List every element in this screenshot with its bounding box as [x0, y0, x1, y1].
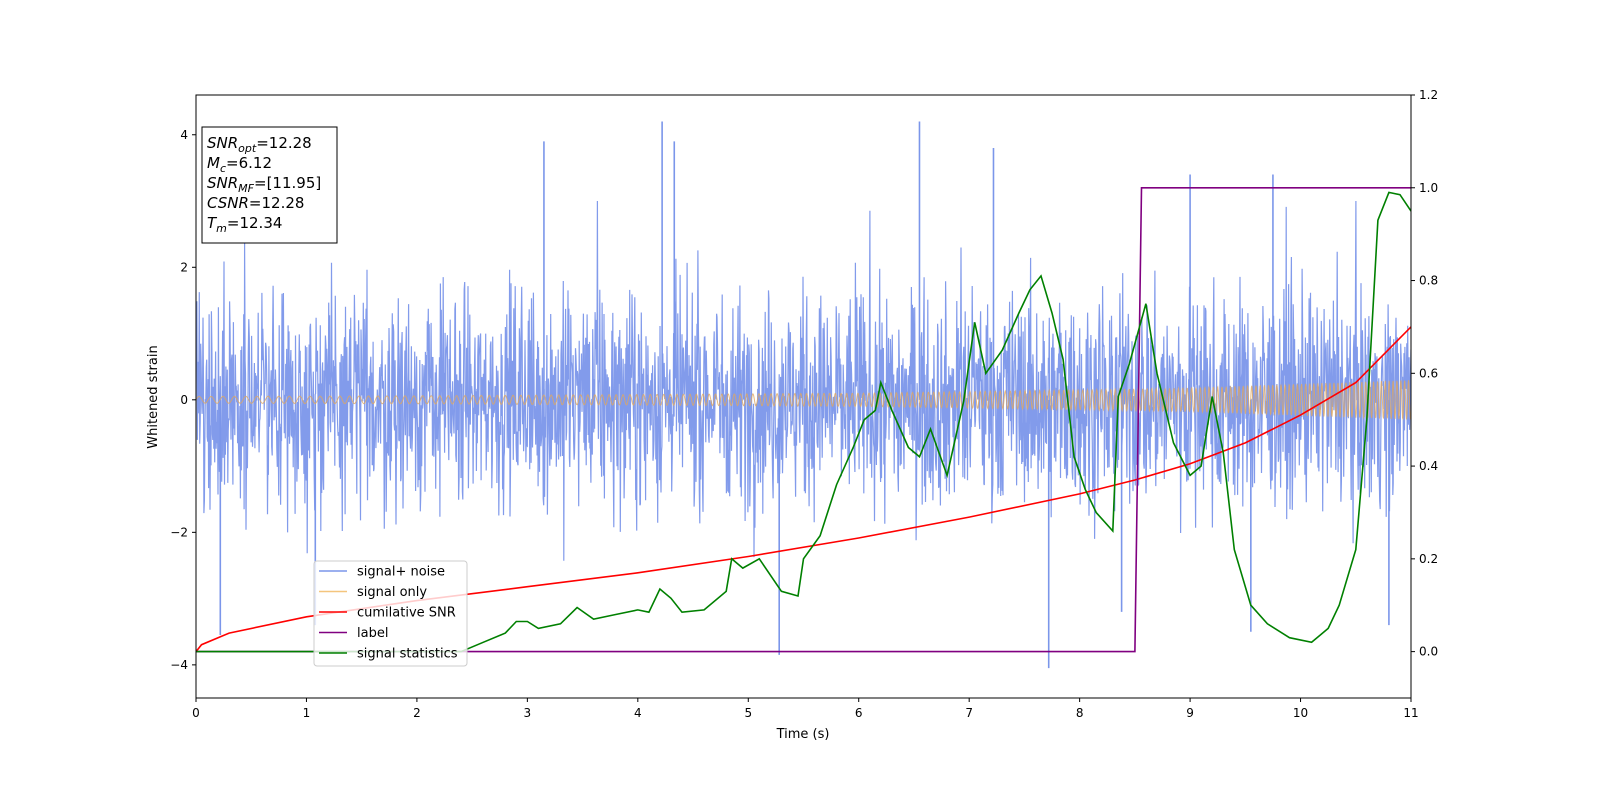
info-var-subscript: c [220, 162, 226, 175]
y-tick-label: 4 [180, 128, 188, 142]
x-tick-label: 8 [1076, 706, 1084, 720]
series-label-line [196, 187, 1411, 653]
series-signal-only-line [196, 380, 1411, 421]
info-box-line: CSNR=12.28 [207, 194, 304, 212]
info-var-subscript: MF [238, 182, 254, 195]
info-var-name: CSNR [207, 194, 249, 212]
x-tick-label: 7 [965, 706, 973, 720]
info-var-value: =6.12 [226, 154, 272, 172]
legend-label: signal only [357, 585, 427, 600]
legend-label: signal+ noise [357, 565, 445, 580]
info-var-value: =[11.95] [254, 174, 321, 192]
y2-tick-label: 1.0 [1419, 181, 1438, 195]
legend-label: label [357, 626, 388, 641]
info-var-value: =12.28 [256, 134, 312, 152]
legend-frame [313, 560, 468, 667]
series-cumilative-snr-line [196, 326, 1411, 653]
y-axis-label: Whitened strain [146, 345, 161, 448]
plot-series [196, 121, 1411, 669]
x-axis: 0 1 2 3 4 5 6 7 8 9 10 11 [192, 698, 1419, 720]
y2-tick-label: 0.2 [1419, 552, 1438, 566]
plot-area-frame [195, 94, 1412, 699]
info-var-name: T [207, 214, 218, 232]
y-tick-label: 0 [180, 393, 188, 407]
x-axis-label: Time (s) [776, 727, 830, 742]
y-tick-label: 2 [180, 260, 188, 274]
info-box-frame [201, 126, 338, 244]
x-tick-label: 3 [524, 706, 532, 720]
y2-tick-label: 0.4 [1419, 459, 1438, 473]
x-tick-label: 4 [634, 706, 642, 720]
y2-tick-label: 0.6 [1419, 366, 1438, 380]
info-box-line: Mc=6.12 [207, 154, 272, 175]
info-var-value: =12.34 [227, 214, 283, 232]
y2-tick-label: 0.8 [1419, 274, 1438, 288]
x-tick-label: 1 [303, 706, 311, 720]
y-axis-left: 4 2 0 −2 −4 [170, 128, 196, 672]
x-tick-label: 2 [413, 706, 421, 720]
y-tick-label: −2 [170, 525, 188, 539]
plot-clip-group [196, 121, 1411, 669]
legend: signal+ noise signal only cumilative SNR la… [313, 560, 468, 667]
info-var-name: SNR [207, 134, 238, 152]
x-tick-label: 9 [1186, 706, 1194, 720]
info-var-subscript: m [216, 222, 227, 235]
x-tick-label: 0 [192, 706, 200, 720]
y-tick-label: −4 [170, 658, 188, 672]
info-var-value: =12.28 [249, 194, 305, 212]
info-box: SNRopt=12.28Mc=6.12SNRMF=[11.95]CSNR=12.… [201, 126, 338, 244]
x-tick-label: 10 [1293, 706, 1308, 720]
x-tick-label: 11 [1403, 706, 1418, 720]
series-signal-plus-noise-line [196, 200, 1411, 561]
info-var-name: SNR [207, 174, 238, 192]
legend-label: signal statistics [357, 647, 458, 662]
info-var-subscript: opt [238, 142, 257, 155]
info-box-line: SNRMF=[11.95] [207, 174, 321, 195]
x-tick-label: 5 [744, 706, 752, 720]
x-tick-label: 6 [855, 706, 863, 720]
y2-tick-label: 1.2 [1419, 88, 1438, 102]
y-axis-right: 1.2 1.0 0.8 0.6 0.4 0.2 0.0 [1411, 88, 1438, 659]
info-box-line: Tm=12.34 [207, 214, 282, 235]
series-signal-statistics-line [196, 191, 1411, 653]
legend-label: cumilative SNR [357, 606, 456, 621]
y2-tick-label: 0.0 [1419, 645, 1438, 659]
info-var-name: M [207, 154, 220, 172]
info-box-line: SNRopt=12.28 [207, 134, 312, 155]
